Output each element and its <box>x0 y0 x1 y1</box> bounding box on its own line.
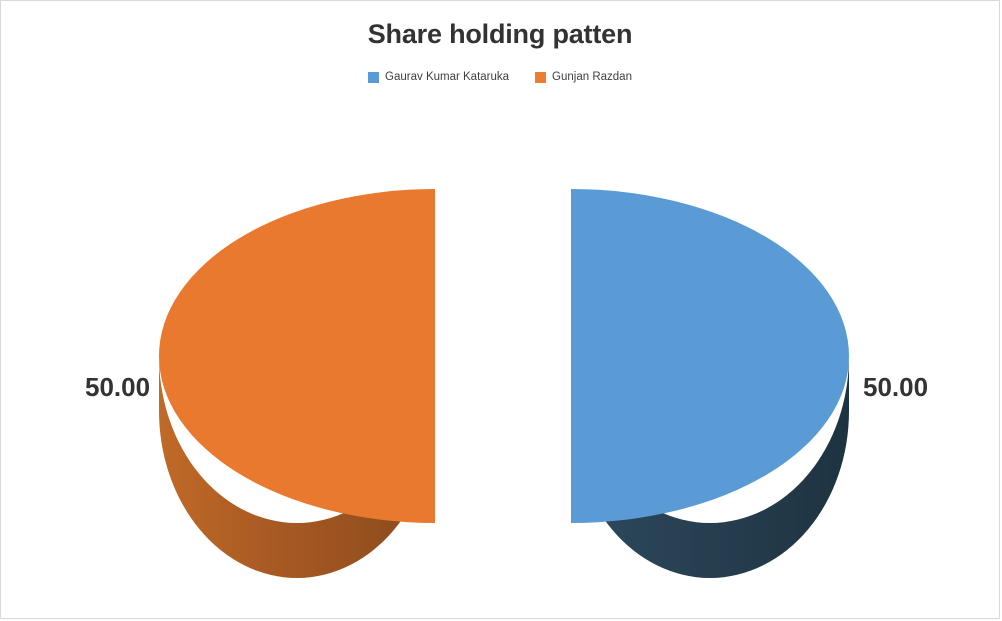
data-label-gaurav-kumar-kataruka: 50.00 <box>863 372 929 402</box>
legend-swatch-icon-series-2 <box>535 71 547 83</box>
pie-slice-side-wall-orange <box>159 356 435 578</box>
pie-slice-side-wall-blue <box>571 356 849 578</box>
legend-swatch-icon-series-1 <box>368 71 380 83</box>
chart-legend: Gaurav Kumar Kataruka Gunjan Razdan <box>1 71 999 83</box>
legend-item-gaurav-kumar-kataruka[interactable]: Gaurav Kumar Kataruka <box>368 71 509 83</box>
legend-item-gunjan-razdan[interactable]: Gunjan Razdan <box>535 71 632 83</box>
legend-label-series-2: Gunjan Razdan <box>552 71 632 83</box>
legend-label-series-1: Gaurav Kumar Kataruka <box>385 71 510 83</box>
pie-slice-top-orange <box>159 189 435 523</box>
chart-title: Share holding patten <box>367 19 633 49</box>
pie-slice-top-blue <box>571 189 849 523</box>
data-label-gunjan-razdan: 50.00 <box>85 372 151 402</box>
pie-slice-gaurav-kumar-kataruka[interactable] <box>571 189 849 578</box>
pie-slice-gunjan-razdan[interactable] <box>159 189 435 578</box>
